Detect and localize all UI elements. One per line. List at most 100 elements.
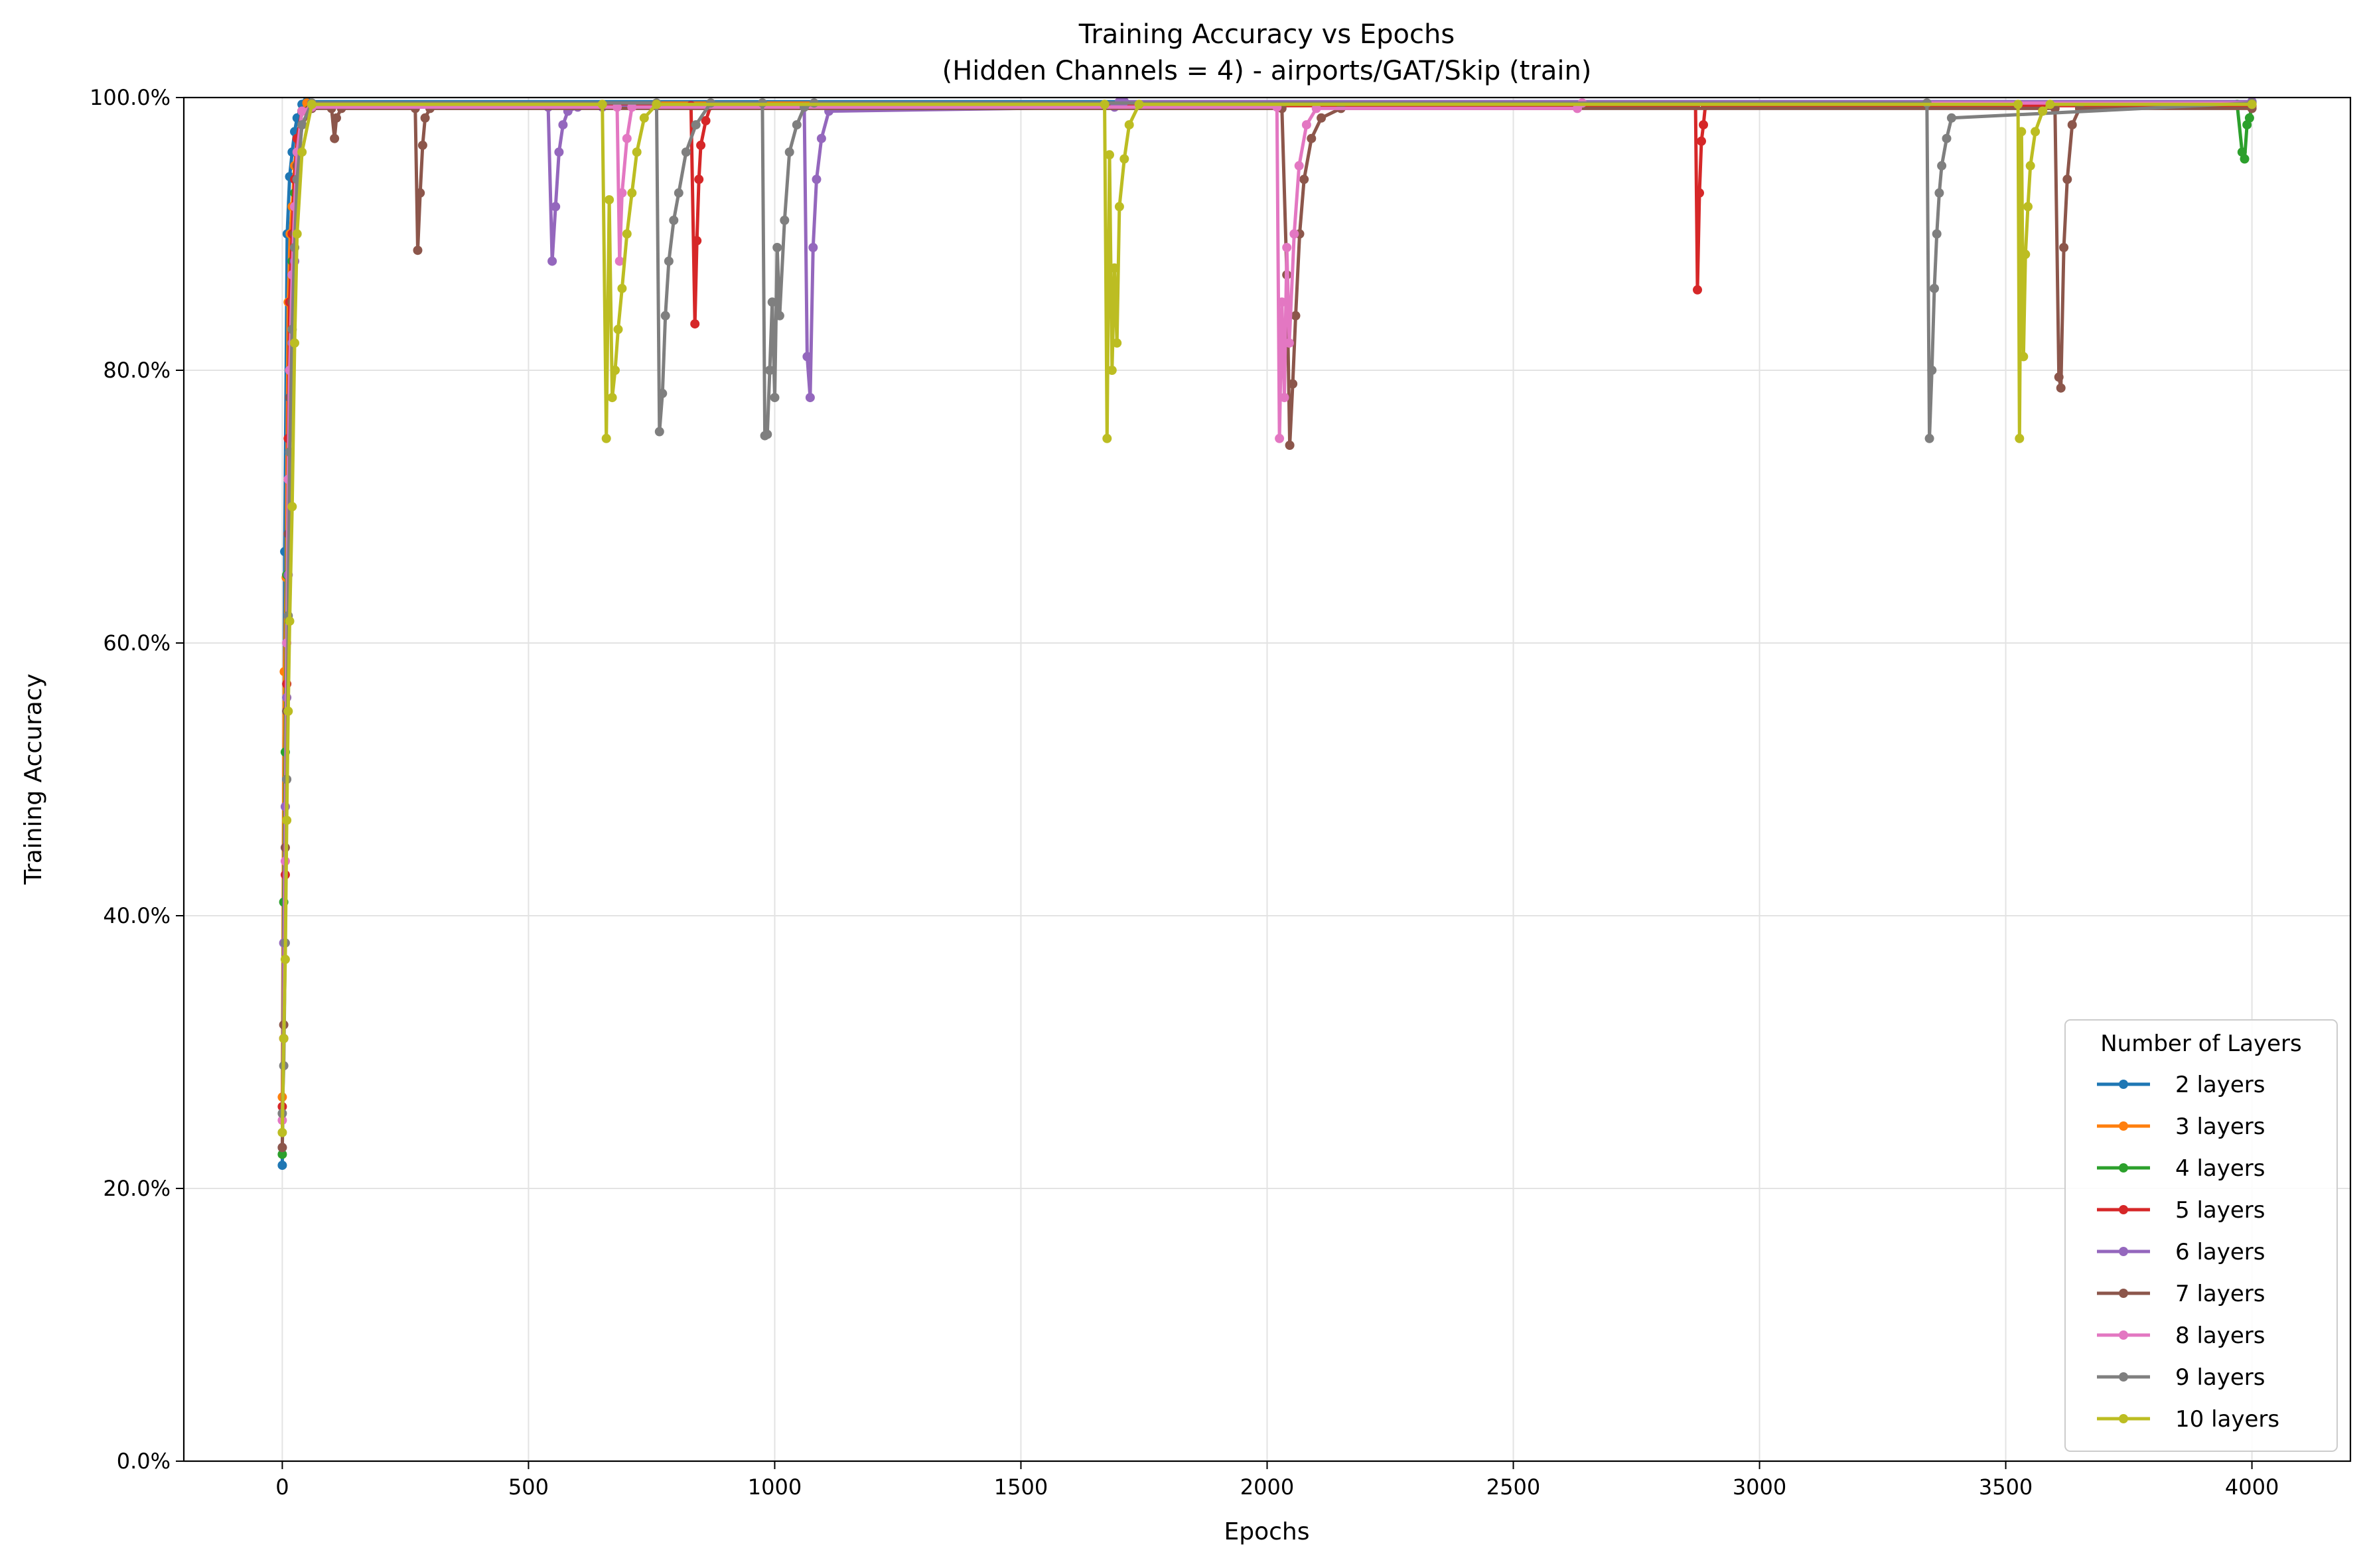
data-point <box>1924 433 1934 443</box>
data-point <box>1110 263 1119 273</box>
x-tick-label: 3000 <box>1733 1474 1786 1500</box>
x-axis-label: Epochs <box>1224 1518 1310 1545</box>
data-point <box>601 433 611 443</box>
data-point <box>1279 393 1289 403</box>
data-point <box>1107 366 1117 375</box>
data-point <box>277 1143 287 1153</box>
data-point <box>1317 113 1327 123</box>
data-point <box>816 133 826 143</box>
data-point <box>617 283 627 293</box>
data-point <box>1934 188 1944 198</box>
data-point <box>283 706 293 716</box>
chart-title: Training Accuracy vs Epochs <box>1078 19 1455 50</box>
data-point <box>1932 229 1942 239</box>
data-point <box>279 1034 289 1043</box>
data-point <box>772 243 782 252</box>
x-tick-label: 2500 <box>1486 1474 1540 1500</box>
data-point <box>597 100 607 109</box>
legend-item-4-layers: 4 layers <box>2097 1155 2265 1182</box>
legend-swatch-marker <box>2119 1372 2128 1382</box>
data-point <box>622 229 632 239</box>
data-point <box>658 388 668 398</box>
x-tick-label: 4000 <box>2225 1474 2279 1500</box>
data-point <box>277 1127 287 1137</box>
legend-swatch-marker <box>2119 1289 2128 1298</box>
data-point <box>297 147 307 157</box>
data-point <box>1284 338 1294 348</box>
data-point <box>1275 433 1285 443</box>
data-point <box>277 1149 287 1159</box>
data-point <box>669 216 679 225</box>
data-point <box>297 106 307 116</box>
data-point <box>417 140 427 150</box>
data-point <box>290 338 299 348</box>
data-point <box>1937 161 1947 171</box>
data-point <box>674 188 683 198</box>
data-point <box>1288 379 1298 389</box>
data-point <box>694 175 704 184</box>
data-point <box>612 102 622 112</box>
data-point <box>2247 100 2257 109</box>
data-point <box>660 311 670 321</box>
grid-lines <box>184 97 2350 1462</box>
data-point <box>2059 243 2069 252</box>
y-tick-label: 60.0% <box>103 630 171 656</box>
data-point <box>1301 120 1311 130</box>
data-point <box>767 297 777 307</box>
legend-swatch-marker <box>2119 1330 2128 1340</box>
data-point <box>692 236 702 246</box>
data-point <box>617 188 627 198</box>
data-point <box>1695 188 1704 198</box>
legend-item-8-layers: 8 layers <box>2097 1322 2265 1349</box>
legend-label: 9 layers <box>2175 1364 2265 1391</box>
data-point <box>805 393 815 403</box>
data-point <box>696 140 706 150</box>
legend-swatch-marker <box>2119 1163 2128 1173</box>
data-point <box>808 243 818 252</box>
x-tick-label: 1000 <box>748 1474 802 1500</box>
data-point <box>1299 175 1309 184</box>
legend-item-2-layers: 2 layers <box>2097 1072 2265 1098</box>
data-point <box>547 256 557 266</box>
data-point <box>420 113 430 123</box>
data-point <box>1693 285 1702 295</box>
data-point <box>627 188 637 198</box>
legend-item-3-layers: 3 layers <box>2097 1113 2265 1140</box>
data-point <box>2025 161 2035 171</box>
legend-swatch-marker <box>2119 1080 2128 1089</box>
legend-swatch-marker <box>2119 1247 2128 1256</box>
data-point <box>681 147 691 157</box>
data-point <box>1100 100 1110 109</box>
data-point <box>1942 133 1952 143</box>
legend-title: Number of Layers <box>2100 1031 2301 1057</box>
data-point <box>701 115 711 125</box>
data-point <box>1946 113 1956 123</box>
data-point <box>2244 113 2254 123</box>
data-point <box>2023 202 2033 212</box>
data-point <box>1699 120 1708 130</box>
x-tick-label: 1500 <box>994 1474 1048 1500</box>
data-point <box>2240 154 2250 164</box>
data-point <box>610 366 620 375</box>
data-point <box>1105 150 1114 160</box>
legend-swatch-marker <box>2119 1414 2128 1423</box>
y-axis-label: Training Accuracy <box>20 674 47 885</box>
chart-subtitle: (Hidden Channels = 4) - airports/GAT/Ski… <box>942 56 1592 86</box>
data-point <box>292 229 302 239</box>
x-tick-label: 500 <box>508 1474 549 1500</box>
x-tick-label: 3500 <box>1979 1474 2033 1500</box>
data-point <box>774 311 784 321</box>
legend-label: 3 layers <box>2175 1113 2265 1140</box>
legend-item-10-layers: 10 layers <box>2097 1406 2279 1433</box>
legend-label: 2 layers <box>2175 1072 2265 1098</box>
data-point <box>639 113 649 123</box>
data-point <box>285 616 295 626</box>
data-point <box>551 202 561 212</box>
data-point <box>1102 433 1112 443</box>
data-point <box>2056 383 2066 393</box>
data-point <box>607 393 617 403</box>
data-point <box>1697 136 1706 146</box>
data-point <box>2015 433 2025 443</box>
data-point <box>415 188 425 198</box>
data-point <box>690 319 700 329</box>
